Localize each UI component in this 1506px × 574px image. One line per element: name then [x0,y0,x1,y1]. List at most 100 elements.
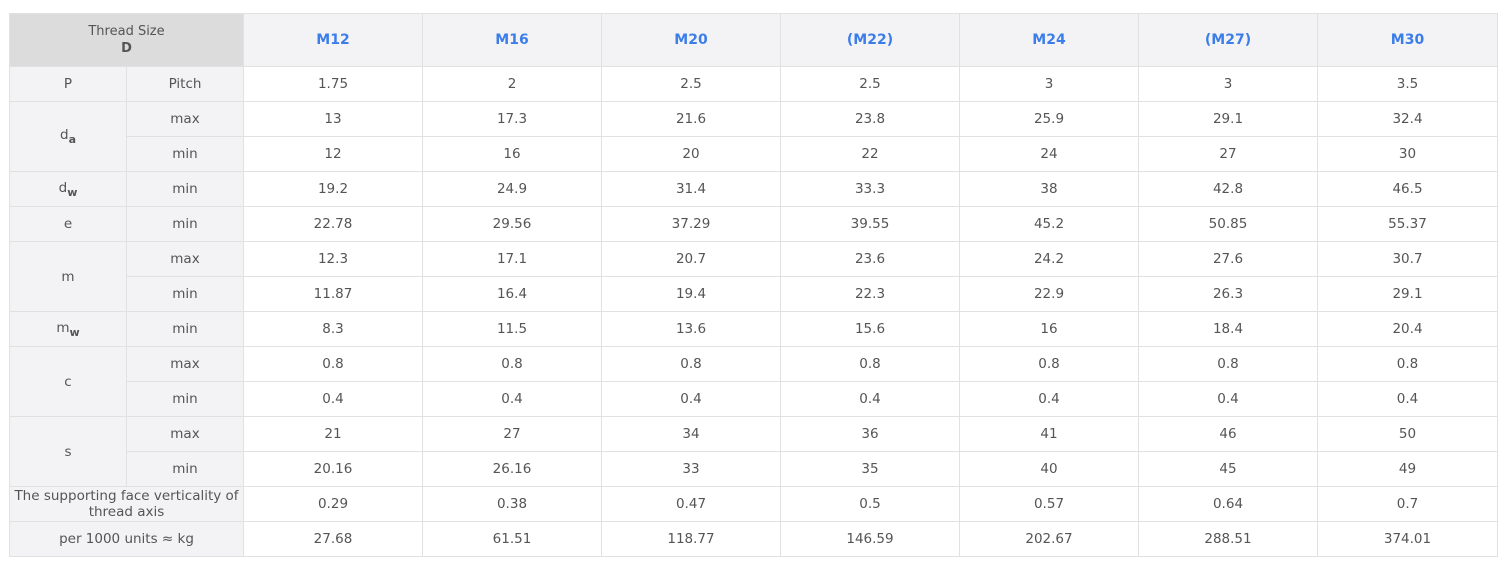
table-row: e min 22.78 29.56 37.29 39.55 45.2 50.85… [9,206,1498,242]
table-cell: 2.5 [780,66,960,102]
table-cell: 22 [780,136,960,172]
table-row: s max 21 27 34 36 41 46 50 [9,416,1498,487]
table-cell: 36 [780,416,960,452]
table-cell: 27 [1138,136,1318,172]
table-cell: 26.16 [422,451,602,487]
table-row: m max 12.3 17.1 20.7 23.6 24.2 27.6 30.7 [9,241,1498,312]
table-cell: 0.57 [959,486,1139,522]
row-qualifier: min [126,381,244,417]
table-cell: 0.8 [243,346,423,382]
table-row: The supporting face verticality of threa… [9,486,1498,522]
table-row: min 12 16 20 22 24 27 30 [10,136,1498,172]
header-row: Thread Size D M12 M16 M20 (M22) M24 (M27… [9,13,1498,67]
row-symbol: da [9,101,127,172]
row-qualifier: max [126,416,244,452]
table-cell: 23.8 [780,101,960,137]
table-cell: 22.78 [243,206,423,242]
table-cell: 27.6 [1138,241,1318,277]
table-cell: 1.75 [243,66,423,102]
table-row: min 0.4 0.4 0.4 0.4 0.4 0.4 0.4 [10,381,1498,417]
row-symbol: dw [9,171,127,207]
table-cell: 0.4 [959,381,1139,417]
table-cell: 33.3 [780,171,960,207]
table-cell: 39.55 [780,206,960,242]
table-cell: 0.8 [601,346,781,382]
table-cell: 8.3 [243,311,423,347]
table-row: c max 0.8 0.8 0.8 0.8 0.8 0.8 0.8 [9,346,1498,417]
weight-label: per 1000 units ≈ kg [9,521,244,557]
table-cell: 29.1 [1317,276,1498,312]
table-cell: 15.6 [780,311,960,347]
table-cell: 118.77 [601,521,781,557]
table-cell: 20.7 [601,241,781,277]
table-cell: 11.5 [422,311,602,347]
table-cell: 22.9 [959,276,1139,312]
table-cell: 49 [1317,451,1498,487]
table-cell: 2 [422,66,602,102]
table-cell: 0.38 [422,486,602,522]
table-cell: 42.8 [1138,171,1318,207]
table-cell: 374.01 [1317,521,1498,557]
table-cell: 21.6 [601,101,781,137]
thread-size-symbol: D [121,41,132,56]
table-row: da max 13 17.3 21.6 23.8 25.9 29.1 32.4 [9,101,1498,172]
table-cell: 32.4 [1317,101,1498,137]
table-cell: 24.2 [959,241,1139,277]
table-cell: 27.68 [243,521,423,557]
table-cell: 16.4 [422,276,602,312]
table-cell: 30 [1317,136,1498,172]
row-qualifier: min [126,311,244,347]
table-cell: 0.64 [1138,486,1318,522]
table-cell: 3 [959,66,1139,102]
table-cell: 24 [959,136,1139,172]
table-cell: 46.5 [1317,171,1498,207]
table-cell: 20.4 [1317,311,1498,347]
size-header: M12 [243,13,423,67]
table-cell: 0.8 [422,346,602,382]
table-cell: 29.56 [422,206,602,242]
table-cell: 202.67 [959,521,1139,557]
table-cell: 50.85 [1138,206,1318,242]
table-cell: 29.1 [1138,101,1318,137]
table-cell: 13.6 [601,311,781,347]
table-cell: 3.5 [1317,66,1498,102]
table-cell: 61.51 [422,521,602,557]
table-cell: 0.7 [1317,486,1498,522]
row-qualifier: min [126,276,244,312]
table-cell: 16 [959,311,1139,347]
table-cell: 288.51 [1138,521,1318,557]
dimension-table: Thread Size D M12 M16 M20 (M22) M24 (M27… [9,13,1498,557]
table-cell: 20 [601,136,781,172]
thread-size-label: Thread Size [88,24,165,39]
table-cell: 40 [959,451,1139,487]
size-header: M24 [959,13,1139,67]
table-cell: 34 [601,416,781,452]
table-cell: 17.1 [422,241,602,277]
table-cell: 50 [1317,416,1498,452]
row-symbol: e [9,206,127,242]
table-cell: 0.5 [780,486,960,522]
row-qualifier: Pitch [126,66,244,102]
table-cell: 26.3 [1138,276,1318,312]
table-cell: 45.2 [959,206,1139,242]
table-cell: 27 [422,416,602,452]
table-cell: 0.4 [243,381,423,417]
table-cell: 19.4 [601,276,781,312]
thread-size-header: Thread Size D [9,13,244,67]
table-cell: 20.16 [243,451,423,487]
table-cell: 0.4 [1138,381,1318,417]
table-cell: 33 [601,451,781,487]
table-cell: 0.29 [243,486,423,522]
table-cell: 46 [1138,416,1318,452]
table-cell: 16 [422,136,602,172]
size-header: M20 [601,13,781,67]
row-symbol: m [9,241,127,312]
table-cell: 0.4 [780,381,960,417]
table-cell: 30.7 [1317,241,1498,277]
table-cell: 55.37 [1317,206,1498,242]
table-cell: 0.4 [422,381,602,417]
table-cell: 0.8 [959,346,1139,382]
table-cell: 17.3 [422,101,602,137]
row-qualifier: max [126,241,244,277]
table-cell: 0.4 [1317,381,1498,417]
